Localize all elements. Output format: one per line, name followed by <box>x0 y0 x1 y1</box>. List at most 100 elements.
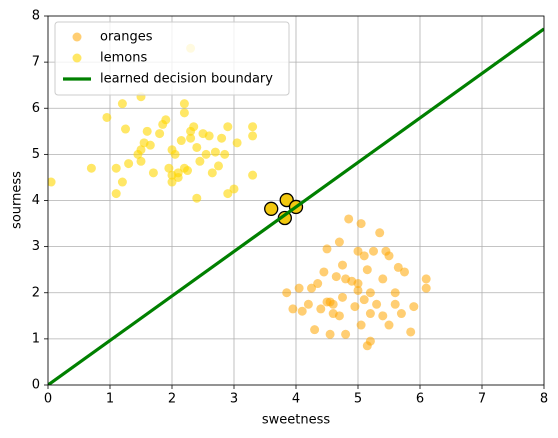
point <box>192 142 202 152</box>
point <box>338 292 347 302</box>
x-tick-label: 6 <box>416 392 424 407</box>
point <box>400 267 409 277</box>
axes-frame <box>47 15 545 386</box>
point <box>378 311 388 321</box>
x-tick-label: 4 <box>292 392 300 407</box>
x-tick-label: 1 <box>106 392 114 407</box>
point <box>167 145 177 155</box>
legend-label: lemons <box>100 51 147 66</box>
x-tick-label: 2 <box>168 392 176 407</box>
x-tick-label: 5 <box>354 392 362 407</box>
point <box>248 122 258 132</box>
point <box>248 131 258 141</box>
point <box>248 170 258 180</box>
point <box>303 299 313 309</box>
point <box>121 124 130 134</box>
point <box>204 131 214 141</box>
point <box>378 274 388 284</box>
point <box>148 168 158 178</box>
point <box>350 302 360 312</box>
y-tick-label: 4 <box>32 193 40 208</box>
point <box>139 138 149 148</box>
point <box>365 336 375 346</box>
point <box>334 237 344 247</box>
point <box>86 163 96 173</box>
point <box>353 246 363 256</box>
y-tick-label: 3 <box>32 239 40 254</box>
point <box>325 329 335 339</box>
point <box>384 251 394 261</box>
point <box>307 283 316 293</box>
point <box>192 193 202 203</box>
point <box>396 309 406 319</box>
point <box>111 189 121 199</box>
line <box>48 27 544 385</box>
y-tick-label: 6 <box>32 101 40 116</box>
point <box>117 177 127 187</box>
y-tick-label: 5 <box>32 147 40 162</box>
point <box>176 136 186 146</box>
point <box>316 304 326 314</box>
point <box>325 297 335 307</box>
point <box>195 156 205 166</box>
point <box>223 189 233 199</box>
point <box>375 228 385 238</box>
point <box>294 283 304 293</box>
point <box>232 138 242 148</box>
legend-label: learned decision boundary <box>100 72 273 87</box>
point <box>390 288 400 298</box>
point <box>207 168 217 178</box>
point <box>319 267 329 277</box>
point <box>179 108 189 118</box>
point <box>164 163 174 173</box>
point <box>48 177 56 187</box>
y-tick-label: 7 <box>32 55 40 70</box>
point <box>173 172 183 182</box>
point <box>372 299 382 309</box>
point <box>142 126 152 136</box>
x-tick-label: 8 <box>540 392 548 407</box>
point <box>167 177 177 187</box>
point <box>183 166 192 176</box>
point <box>421 274 431 284</box>
point <box>322 244 332 254</box>
point <box>214 161 223 171</box>
legend-label: oranges <box>100 30 153 45</box>
point <box>328 309 338 319</box>
point <box>282 288 292 298</box>
point <box>362 265 372 275</box>
point <box>331 272 341 282</box>
point <box>223 122 233 132</box>
point <box>406 327 416 337</box>
point <box>341 329 351 339</box>
point <box>384 320 394 330</box>
y-tick-label: 2 <box>32 285 40 300</box>
point <box>390 299 400 309</box>
point <box>186 133 196 143</box>
point <box>264 201 279 216</box>
point <box>359 251 369 261</box>
point <box>356 320 366 330</box>
x-tick-label: 7 <box>478 392 486 407</box>
point <box>117 99 127 109</box>
y-tick-label: 0 <box>32 378 40 393</box>
point <box>409 302 419 312</box>
point <box>310 325 320 335</box>
point <box>161 115 171 125</box>
y-tick-label: 8 <box>32 9 40 24</box>
point <box>359 295 369 305</box>
legend-swatch <box>72 53 82 63</box>
point <box>136 156 146 166</box>
point <box>297 306 307 316</box>
point <box>111 163 121 173</box>
point <box>220 149 230 159</box>
point <box>102 112 112 122</box>
point <box>133 149 143 159</box>
point <box>217 133 227 143</box>
y-tick-label: 1 <box>32 331 40 346</box>
legend-swatch <box>72 32 82 42</box>
point <box>353 285 363 295</box>
point <box>353 279 363 289</box>
point <box>356 219 366 229</box>
